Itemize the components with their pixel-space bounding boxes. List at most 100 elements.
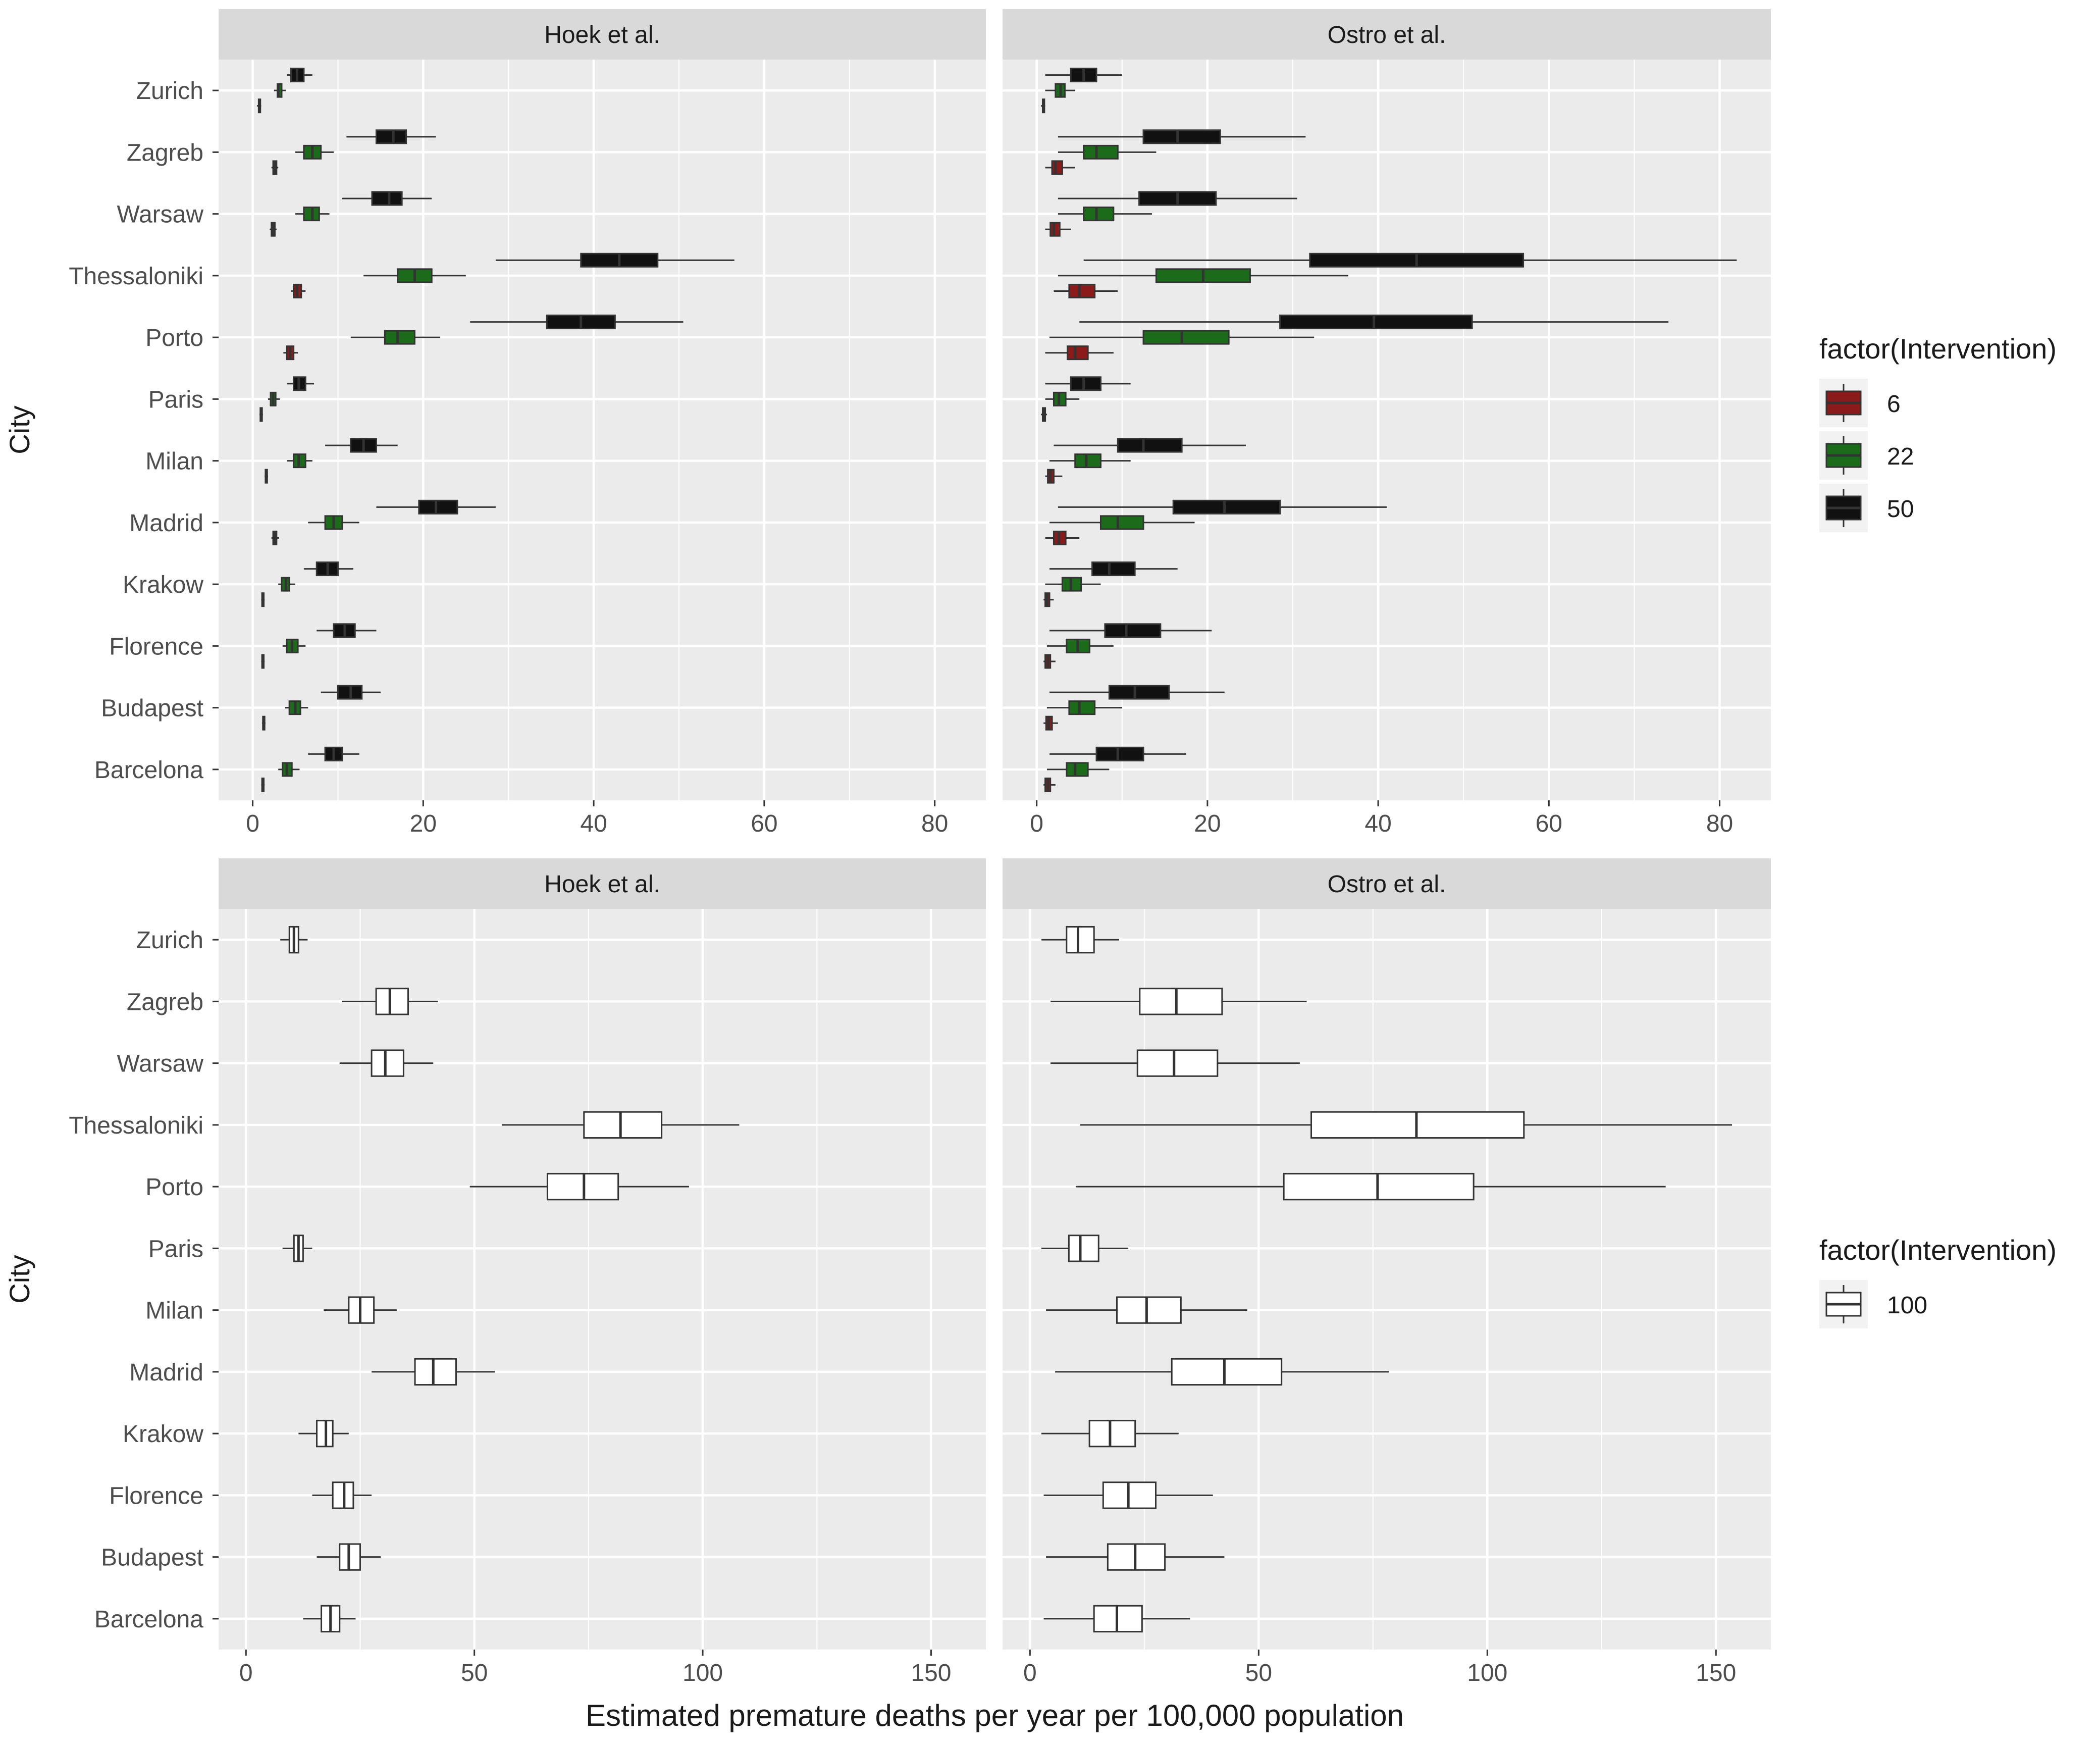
- box-barcelona-6: [261, 777, 265, 792]
- box-florence-22: [1046, 638, 1114, 653]
- box-iqr: [1068, 283, 1096, 298]
- y-tick-label: Porto: [145, 325, 203, 351]
- facet-strip-label: Ostro et al.: [1328, 22, 1446, 48]
- box-iqr: [1117, 438, 1183, 453]
- box-krakow-100: [298, 1419, 349, 1448]
- box-porto-50: [1079, 315, 1669, 330]
- panel-top-hoek: Hoek et al. 0 20 40 60 80 Zurich Zagreb Warsaw Th…: [69, 9, 986, 837]
- box-iqr: [1104, 623, 1162, 638]
- y-tick-label: Barcelona: [94, 1606, 203, 1633]
- box-iqr: [1068, 1235, 1099, 1262]
- box-porto-100: [1075, 1172, 1666, 1201]
- box-budapest-6: [262, 715, 266, 731]
- box-iqr: [418, 499, 458, 515]
- box-iqr: [1116, 1296, 1182, 1324]
- box-warsaw-100: [339, 1049, 434, 1077]
- box-budapest-6: [1043, 715, 1058, 731]
- box-iqr: [1142, 330, 1230, 345]
- legend-title: factor(Intervention): [1819, 1234, 2057, 1266]
- box-iqr: [1279, 315, 1473, 330]
- y-tick-label: Barcelona: [94, 757, 203, 784]
- legend-item-6: 6: [1819, 379, 1901, 427]
- x-tick-label: 0: [1023, 1660, 1037, 1686]
- box-barcelona-100: [1043, 1605, 1190, 1633]
- box-zurich-6: [1041, 98, 1045, 114]
- y-tick-label: Zagreb: [127, 989, 203, 1015]
- x-tick-label: 150: [911, 1660, 951, 1686]
- box-iqr: [371, 191, 403, 206]
- box-paris-50: [287, 376, 314, 391]
- box-zurich-50: [287, 68, 312, 83]
- y-tick-label: Madrid: [129, 510, 203, 537]
- box-porto-50: [470, 315, 684, 330]
- box-milan-22: [287, 453, 312, 469]
- box-budapest-50: [321, 685, 381, 700]
- box-iqr: [375, 129, 407, 144]
- facet-strip: [219, 9, 986, 60]
- box-thessaloniki-100: [501, 1111, 740, 1139]
- y-tick-label: Zurich: [136, 927, 203, 954]
- box-zagreb-100: [1051, 988, 1307, 1015]
- x-tick-label: 20: [410, 810, 437, 837]
- y-tick-label: Florence: [109, 1482, 203, 1509]
- box-zagreb-50: [1058, 129, 1306, 144]
- x-tick-label: 0: [246, 810, 259, 837]
- box-florence-6: [261, 654, 265, 669]
- box-zagreb-6: [1045, 160, 1075, 175]
- panel-background: [1003, 909, 1771, 1650]
- legend-bottom: factor(Intervention) 100: [1819, 1234, 2057, 1328]
- y-tick-label: Budapest: [101, 1545, 203, 1571]
- legend-item-22: 22: [1819, 431, 1914, 480]
- box-iqr: [1099, 515, 1144, 530]
- box-florence-100: [1043, 1481, 1213, 1509]
- box-milan-6: [1045, 469, 1063, 484]
- box-krakow-100: [1041, 1419, 1179, 1448]
- y-axis-title: City: [4, 405, 35, 454]
- box-iqr: [1074, 453, 1101, 469]
- box-iqr: [1066, 926, 1095, 954]
- x-tick-label: 0: [1030, 810, 1043, 837]
- facet-strip: [1003, 858, 1771, 909]
- y-tick-label: Zurich: [136, 78, 203, 105]
- panel-background: [219, 60, 986, 800]
- box-krakow-50: [1049, 561, 1178, 577]
- box-milan-22: [1049, 453, 1131, 469]
- box-paris-50: [1045, 376, 1131, 391]
- box-milan-50: [1054, 438, 1246, 453]
- legend-label: 50: [1887, 496, 1914, 523]
- box-florence-50: [1049, 623, 1212, 638]
- box-thessaloniki-50: [1083, 252, 1737, 268]
- facet-strip-label: Hoek et al.: [544, 871, 660, 898]
- box-barcelona-22: [278, 762, 300, 777]
- box-zagreb-50: [346, 129, 436, 144]
- box-barcelona-22: [1046, 762, 1110, 777]
- box-iqr: [1142, 129, 1221, 144]
- box-milan-100: [1046, 1296, 1247, 1324]
- box-iqr: [1051, 160, 1063, 175]
- box-porto-22: [350, 330, 441, 345]
- box-florence-100: [312, 1481, 372, 1509]
- box-madrid-50: [376, 499, 496, 515]
- y-tick-label: Zagreb: [127, 139, 203, 166]
- box-madrid-22: [1049, 515, 1195, 530]
- box-iqr: [414, 1358, 457, 1386]
- box-iqr: [1083, 144, 1119, 160]
- x-tick-label: 80: [1706, 810, 1733, 837]
- box-iqr: [1068, 700, 1096, 715]
- box-zagreb-6: [271, 160, 279, 175]
- box-madrid-100: [1055, 1358, 1389, 1386]
- box-budapest-100: [1046, 1543, 1225, 1571]
- box-warsaw-50: [1058, 191, 1297, 206]
- legend-title: factor(Intervention): [1819, 333, 2057, 365]
- y-tick-label: Milan: [145, 1298, 203, 1324]
- box-iqr: [1070, 376, 1101, 391]
- box-krakow-50: [303, 561, 353, 577]
- y-tick-label: Madrid: [129, 1359, 203, 1386]
- y-tick-label: Porto: [145, 1174, 203, 1201]
- panel-background: [219, 909, 986, 1650]
- panel-background: [1003, 60, 1771, 800]
- facet-strip: [1003, 9, 1771, 60]
- x-tick-label: 0: [239, 1660, 253, 1686]
- x-tick-label: 100: [682, 1660, 723, 1686]
- box-zurich-50: [1045, 68, 1122, 83]
